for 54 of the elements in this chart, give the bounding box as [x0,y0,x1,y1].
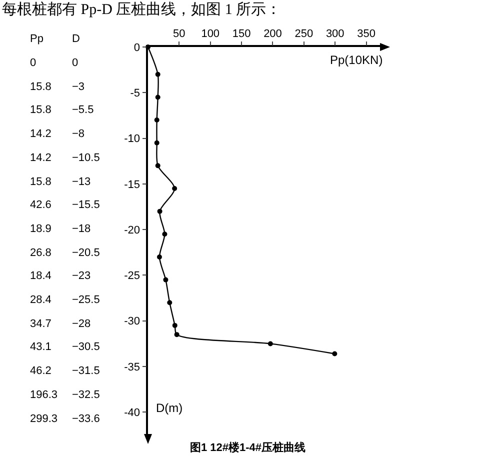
text: −8 [72,128,85,140]
text: 15.8 [30,80,52,93]
text: 14.2 [30,152,52,164]
text: 34.7 [30,318,52,330]
text: −33.6 [72,412,100,424]
text: −23 [72,270,91,282]
caption: 图1 12#楼1-4#压桩曲线 [190,440,306,455]
y-tick-label: 0 [134,42,140,54]
text: 15.8 [30,104,52,116]
y-tick-label: -35 [124,361,140,374]
text: −20.5 [72,246,100,259]
text: 0 [30,57,36,69]
text: −13 [72,176,91,188]
text: 18.4 [30,270,52,282]
text: 18.9 [30,222,52,235]
text: −3 [72,80,85,93]
text: 42.6 [30,199,52,212]
y-tick-label: -25 [124,270,140,282]
text: 46.2 [30,365,52,378]
y-axis-title: D(m) [156,401,183,415]
text: −31.5 [72,365,100,378]
text: −25.5 [72,294,100,306]
x-tick-label: 300 [326,28,344,40]
y-tick-label: -40 [124,407,140,420]
text: 15.8 [30,176,52,188]
x-tick-label: 200 [264,28,282,40]
y-tick-label: -10 [124,133,140,146]
text: −28 [72,318,91,330]
text: 299.3 [30,412,58,424]
text: −18 [72,222,91,235]
text: −30.5 [72,341,100,354]
text: 26.8 [30,246,52,259]
text: D [72,33,80,45]
text: 14.2 [30,128,52,140]
y-tick-label: -15 [124,178,140,191]
x-tick-label: 150 [232,28,251,40]
text: 0 [72,57,78,69]
text: −5.5 [72,104,94,116]
x-tick-label: 250 [294,28,314,40]
x-axis-title: Pp(10KN) [330,53,383,67]
y-tick-label: -5 [130,88,140,100]
text: −10.5 [72,152,100,164]
text: 每根桩都有 Pp-D 压桩曲线，如图 1 所示： [2,0,282,19]
text: 196.3 [30,388,58,401]
text: 28.4 [30,294,52,306]
y-tick-label: -30 [124,316,140,328]
text: 43.1 [30,341,52,354]
text: −15.5 [72,199,100,212]
text: Pp [30,33,44,45]
text: −32.5 [72,388,100,401]
x-tick-label: 350 [357,28,376,40]
x-tick-label: 100 [201,28,220,40]
x-tick-label: 50 [173,28,186,40]
y-tick-label: -20 [124,224,140,236]
